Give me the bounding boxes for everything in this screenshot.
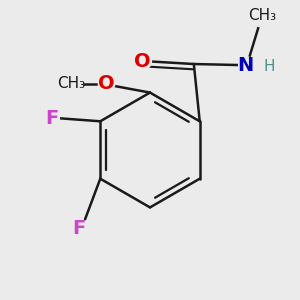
Circle shape: [98, 75, 115, 92]
Text: F: F: [45, 109, 59, 128]
Text: O: O: [134, 52, 151, 70]
Text: O: O: [98, 74, 115, 93]
Circle shape: [134, 52, 152, 70]
Circle shape: [238, 57, 255, 74]
Circle shape: [60, 72, 83, 95]
Circle shape: [45, 111, 59, 126]
Text: H: H: [263, 59, 275, 74]
Text: F: F: [73, 219, 86, 238]
Circle shape: [251, 4, 273, 27]
Text: N: N: [237, 56, 254, 75]
Circle shape: [72, 221, 86, 236]
Text: CH₃: CH₃: [58, 76, 86, 91]
Text: CH₃: CH₃: [248, 8, 276, 23]
